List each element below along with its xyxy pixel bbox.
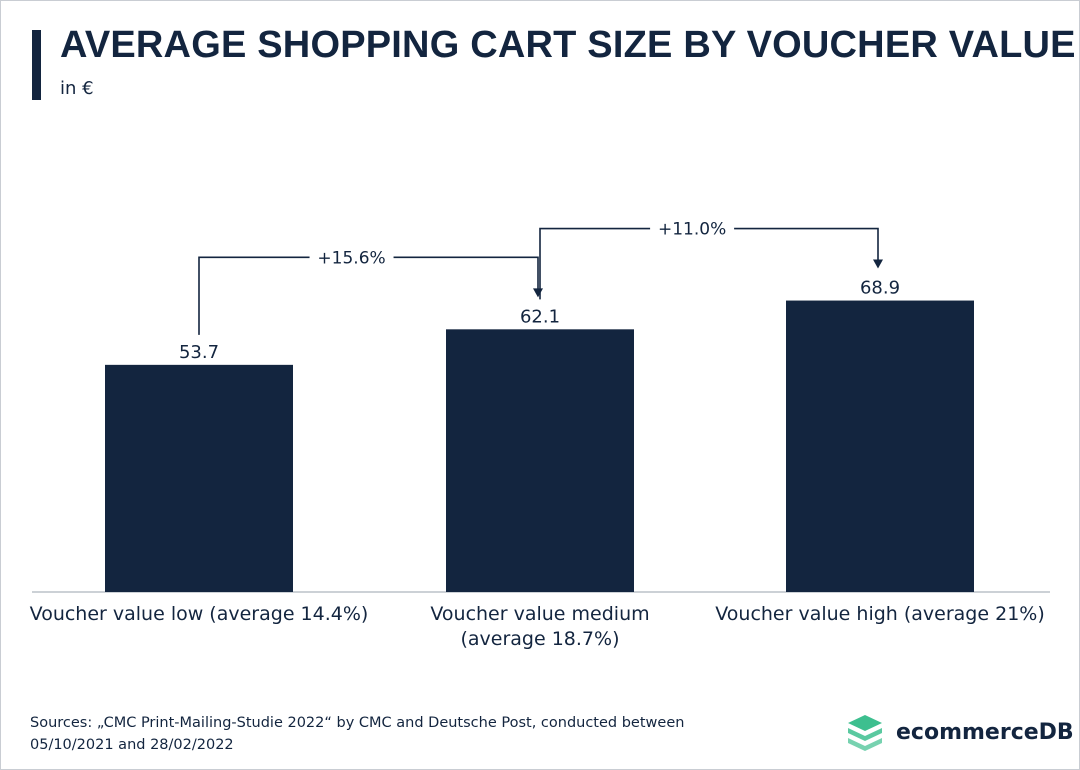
value-label-2: 62.1 (520, 306, 560, 327)
change-arrowhead-1 (533, 288, 543, 298)
value-label-1: 53.7 (179, 342, 219, 363)
category-label-1: Voucher value low (average 14.4%) (30, 603, 369, 625)
bar-chart: 53.7 Voucher value low (average 14.4%) 62.… (30, 220, 1050, 650)
category-label-3: Voucher value high (average 21%) (715, 603, 1045, 625)
change-label-2: +11.0% (658, 220, 726, 240)
change-bracket-left-1 (198, 256, 310, 335)
bar-1 (105, 364, 293, 592)
change-arrowhead-2 (873, 259, 883, 269)
ecommercedb-logo: ecommerceDB (846, 713, 1074, 751)
change-bracket-right-2 (734, 227, 879, 261)
value-label-3: 68.9 (860, 278, 900, 299)
change-bracket-left-2 (539, 227, 651, 300)
bar-3 (786, 300, 974, 592)
category-label-2-line-2: (average 18.7%) (460, 628, 619, 650)
chart-title: AVERAGE SHOPPING CART SIZE BY VOUCHER VA… (60, 24, 1076, 66)
change-bracket-right-1 (393, 256, 539, 290)
change-label-1: +15.6% (317, 248, 385, 268)
title-accent-bar (32, 30, 41, 100)
category-label-2-line-1: Voucher value medium (430, 603, 649, 625)
stacked-layers-icon (848, 715, 882, 751)
bar-2 (446, 329, 634, 592)
source-note: Sources: „CMC Print-Mailing-Studie 2022“… (30, 715, 685, 753)
chart-subtitle: in € (60, 78, 94, 99)
logo-text: ecommerceDB (896, 719, 1074, 745)
